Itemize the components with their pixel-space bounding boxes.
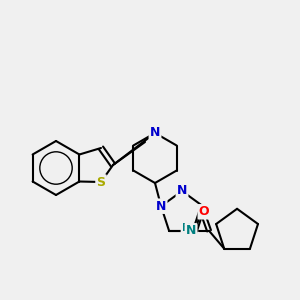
Text: N: N	[156, 200, 166, 213]
Text: O: O	[199, 205, 209, 218]
Text: S: S	[97, 176, 106, 188]
Text: H: H	[182, 223, 190, 233]
Text: N: N	[186, 224, 196, 237]
Text: N: N	[150, 127, 160, 140]
Text: N: N	[177, 184, 187, 197]
